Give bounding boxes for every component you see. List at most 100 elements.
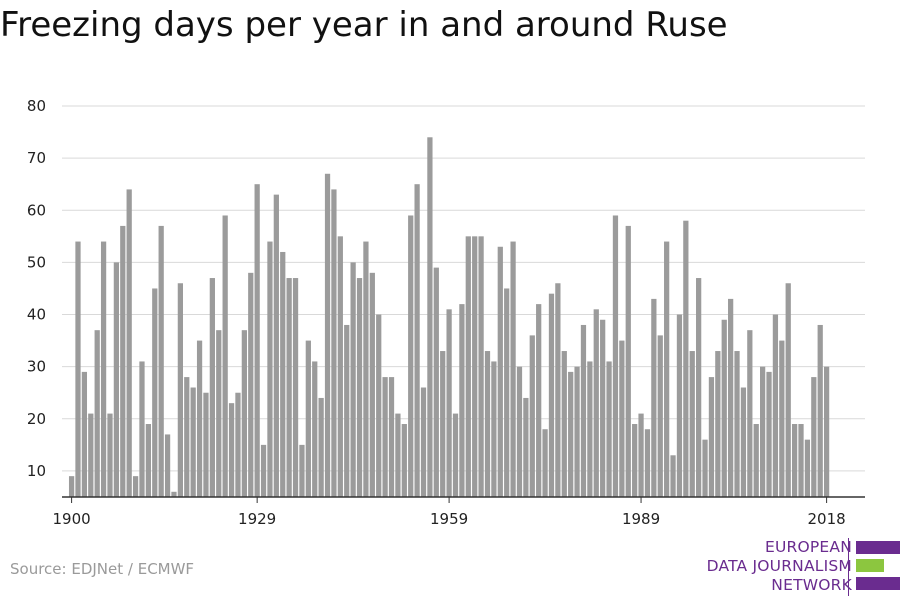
bar	[420, 387, 427, 497]
x-axis	[62, 496, 865, 503]
bar	[632, 424, 638, 497]
logo-line-3: NETWORK	[771, 576, 852, 594]
y-tick-label: 70	[27, 149, 46, 167]
logo-bar-purple-top	[856, 541, 900, 554]
bar	[676, 314, 683, 497]
bar	[209, 278, 215, 497]
bar	[344, 324, 350, 497]
bar	[465, 236, 471, 498]
bar	[267, 241, 273, 497]
bar	[81, 371, 88, 497]
bar	[120, 225, 126, 497]
bar	[747, 330, 753, 497]
bar	[580, 324, 587, 497]
bar	[728, 298, 734, 497]
bar	[459, 304, 465, 497]
bar	[408, 215, 414, 498]
bar	[427, 137, 433, 497]
bar	[651, 298, 657, 497]
bar	[555, 283, 561, 497]
logo-bar-purple-bottom	[856, 577, 900, 590]
bar	[254, 184, 260, 497]
bar	[446, 309, 452, 497]
bar	[721, 319, 727, 497]
bar	[132, 476, 139, 497]
bar	[478, 236, 484, 498]
bar	[785, 283, 791, 497]
bar	[510, 241, 516, 497]
bar	[164, 434, 171, 497]
bar	[203, 392, 209, 497]
bar	[472, 236, 478, 498]
bar	[414, 184, 420, 497]
bar	[619, 340, 625, 497]
bar	[273, 194, 279, 498]
bar	[235, 392, 241, 497]
bar	[107, 413, 113, 497]
y-tick-label: 40	[27, 306, 46, 324]
x-tick-label: 1959	[430, 510, 468, 528]
bar	[811, 377, 817, 497]
x-tick-label: 1900	[53, 510, 91, 528]
bar	[542, 429, 548, 497]
source-note: Source: EDJNet / ECMWF	[10, 560, 195, 578]
y-tick-label: 50	[27, 253, 46, 271]
bar	[280, 251, 286, 497]
y-tick-label: 10	[27, 462, 46, 480]
logo-divider	[848, 538, 849, 596]
bar	[497, 246, 503, 497]
bar	[440, 351, 446, 497]
bar	[798, 424, 804, 497]
bar	[177, 283, 183, 497]
bar	[401, 424, 407, 497]
bar	[574, 366, 580, 497]
bar	[286, 278, 292, 497]
bar	[68, 476, 75, 497]
chart-title: Freezing days per year in and around Rus…	[0, 5, 728, 45]
bar	[536, 304, 542, 497]
bar	[216, 330, 222, 497]
bar	[702, 439, 708, 497]
y-tick-label: 60	[27, 201, 46, 219]
bar	[196, 340, 203, 497]
bar	[324, 173, 331, 498]
bar	[689, 351, 695, 497]
bar	[139, 361, 145, 497]
bar	[823, 366, 830, 497]
bar	[644, 429, 651, 497]
bar	[817, 324, 823, 497]
bar	[337, 236, 343, 498]
bar	[75, 241, 81, 497]
logo-line-1: EUROPEAN	[764, 538, 852, 556]
bar	[587, 361, 593, 497]
bar	[600, 319, 606, 497]
bar	[356, 278, 363, 497]
bar	[760, 366, 766, 497]
bar	[94, 330, 100, 497]
bars	[68, 137, 830, 498]
x-tick-label: 1989	[622, 510, 660, 528]
bar	[126, 189, 132, 497]
bar	[766, 371, 772, 497]
bar	[734, 351, 740, 497]
logo-line-2: DATA JOURNALISM	[706, 557, 852, 575]
bar	[363, 241, 369, 497]
bar	[696, 278, 702, 497]
bar	[484, 351, 491, 497]
bar	[491, 361, 497, 497]
bar	[331, 189, 337, 497]
bar	[753, 424, 759, 497]
bar	[222, 215, 228, 498]
bar	[88, 413, 94, 497]
bar	[670, 455, 676, 497]
bar	[715, 351, 721, 497]
bar	[318, 397, 324, 497]
x-tick-label: 2018	[808, 510, 846, 528]
bar	[433, 267, 439, 497]
bar	[452, 413, 459, 497]
y-tick-labels: 10 20 30 40 50 60 70 80	[27, 97, 46, 480]
bar	[683, 220, 689, 497]
bar	[350, 262, 356, 497]
bar	[516, 366, 523, 497]
